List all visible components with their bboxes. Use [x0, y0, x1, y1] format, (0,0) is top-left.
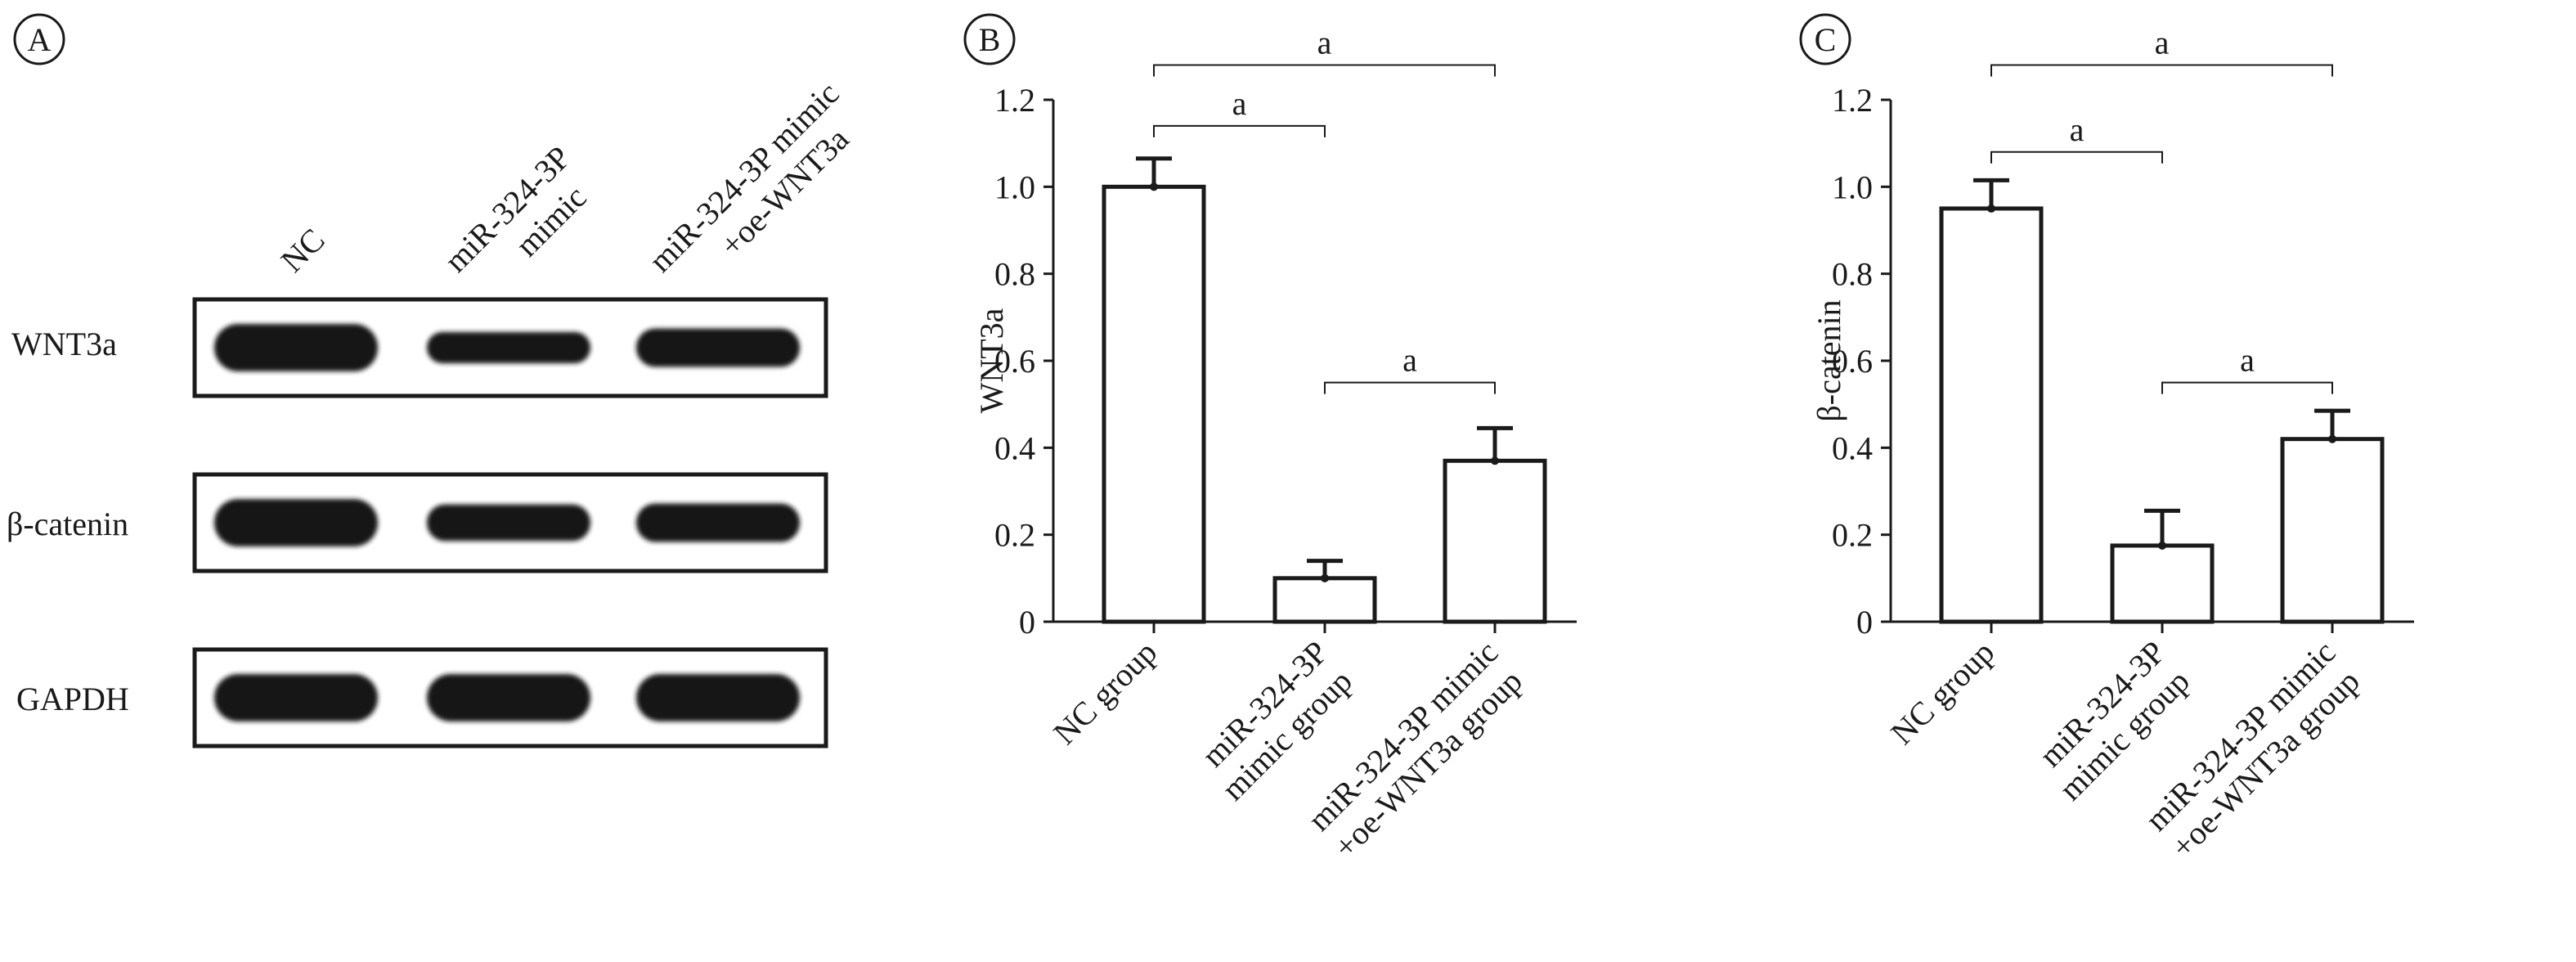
significance-label: a [1402, 342, 1417, 379]
mean-point [1987, 204, 1995, 213]
x-tick-label: NC group [1046, 634, 1164, 752]
panel-c-letter: C [1815, 21, 1837, 58]
lane-label-nc: NC [274, 221, 332, 279]
panel-a-letter: A [28, 21, 52, 58]
y-tick-label: 1.2 [1832, 82, 1873, 119]
y-tick-label: 0.8 [994, 256, 1035, 293]
mean-point [1150, 182, 1158, 191]
y-axis-label: β-catenin [1811, 299, 1847, 421]
significance-label: a [1232, 85, 1247, 122]
panel-c-badge [1799, 13, 1851, 65]
mean-point [1321, 573, 1329, 582]
significance-label: a [2240, 342, 2255, 379]
band-wnt3a-nc [214, 324, 378, 371]
y-tick-label: 0.2 [1832, 517, 1873, 554]
bar [1939, 206, 2044, 624]
panel-b-letter: B [979, 21, 1001, 58]
x-tick-label-line: NC group [1046, 634, 1164, 752]
significance-label: a [1317, 24, 1332, 61]
band-beta-catenin-nc [214, 499, 378, 546]
band-beta-catenin-mimic-oe [636, 503, 800, 542]
lane-label-mimic-oe: miR-324-3P mimic +oe-WNT3a [642, 74, 856, 279]
band-beta-catenin-mimic [427, 504, 590, 542]
significance-bracket [1153, 64, 1496, 77]
bar [1272, 576, 1377, 624]
significance-bracket [1153, 124, 1326, 137]
y-tick-label: 0.8 [1832, 256, 1873, 293]
y-tick-label: 0.6 [994, 343, 1035, 380]
panel-a-badge [13, 13, 65, 65]
y-tick-label: 1.0 [994, 169, 1035, 205]
y-tick-label: 0.2 [994, 517, 1035, 554]
blot-bands [214, 324, 800, 722]
mean-point [2328, 434, 2336, 443]
band-wnt3a-mimic-oe [636, 328, 800, 367]
significance-bracket [1324, 381, 1496, 394]
blot-label-beta-catenin: β-catenin [7, 506, 128, 542]
band-gapdh-mimic [427, 674, 590, 722]
y-tick-label: 0 [1856, 604, 1873, 641]
bar [2110, 543, 2215, 624]
band-gapdh-mimic-oe [636, 674, 800, 722]
y-tick-label: 0.6 [1832, 343, 1873, 380]
mean-point [1491, 456, 1499, 465]
bar [2280, 437, 2385, 624]
significance-bracket [1990, 64, 2333, 77]
significance-label: a [2070, 111, 2085, 148]
bar [1443, 458, 1547, 624]
y-axis-label: WNT3a [973, 308, 1010, 413]
y-tick-label: 0.4 [994, 429, 1035, 466]
band-gapdh-nc [214, 674, 378, 722]
panel-b-badge [963, 13, 1016, 65]
significance-label: a [2155, 24, 2170, 61]
x-tick-label-line: NC group [1883, 634, 2001, 752]
mean-point [2158, 541, 2166, 550]
blot-label-wnt3a: WNT3a [11, 326, 117, 362]
lane-label-nc-line1: NC [274, 221, 332, 279]
y-tick-label: 1.0 [1832, 169, 1873, 205]
x-tick-label: NC group [1883, 634, 2001, 752]
panel-a: A NC miR-324-3P mimic miR-324-3P mimic +… [7, 13, 856, 748]
lane-label-mimic: miR-324-3P mimic [438, 139, 594, 280]
y-tick-label: 0.4 [1832, 429, 1873, 466]
y-tick-label: 1.2 [994, 82, 1035, 119]
bar [1102, 184, 1206, 624]
significance-bracket [1990, 151, 2163, 164]
blot-label-gapdh: GAPDH [16, 681, 129, 717]
y-tick-label: 0 [1019, 604, 1035, 641]
significance-bracket [2161, 381, 2333, 394]
band-wnt3a-mimic [427, 331, 590, 364]
